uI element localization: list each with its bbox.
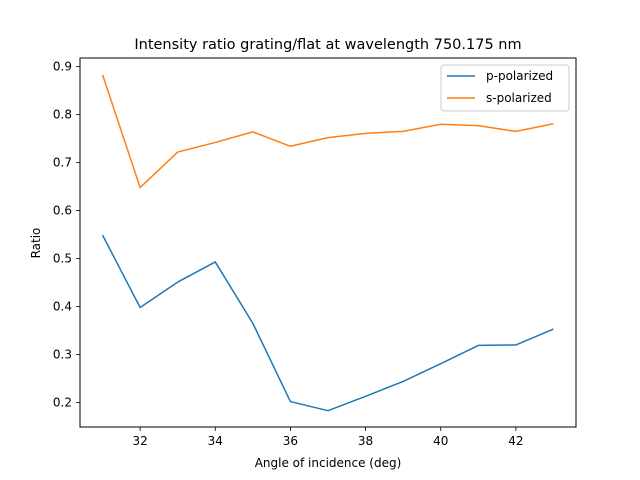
plot-area	[80, 58, 576, 427]
y-tick-label: 0.3	[53, 348, 72, 362]
y-tick-label: 0.2	[53, 396, 72, 410]
x-tick-label: 34	[208, 434, 223, 448]
x-tick-label: 40	[433, 434, 448, 448]
series-layer	[101, 74, 554, 412]
y-tick-label: 0.7	[53, 156, 72, 170]
y-axis-title: Ratio	[29, 228, 43, 259]
y-tick-label: 0.8	[53, 108, 72, 122]
x-tick-label: 42	[508, 434, 523, 448]
plot-frame	[79, 57, 577, 428]
chart-title: Intensity ratio grating/flat at waveleng…	[134, 37, 521, 53]
y-axis: 0.2 0.3 0.4 0.5 0.6 0.7 0.8 0.9	[53, 60, 80, 410]
series-line-s-polarized	[101, 74, 554, 189]
y-tick-label: 0.5	[53, 252, 72, 266]
x-tick-label: 32	[132, 434, 147, 448]
legend-label-p-polarized: p-polarized	[486, 69, 553, 83]
x-tick-label: 38	[358, 434, 373, 448]
series-line-p-polarized	[101, 234, 554, 412]
x-axis: 32 34 36 38 40 42	[132, 427, 524, 448]
y-tick-label: 0.9	[53, 60, 72, 74]
x-axis-title: Angle of incidence (deg)	[255, 456, 402, 470]
y-tick-label: 0.4	[53, 300, 72, 314]
legend-label-s-polarized: s-polarized	[486, 91, 552, 105]
legend: p-polarized s-polarized	[440, 64, 570, 112]
x-tick-label: 36	[283, 434, 298, 448]
y-tick-label: 0.6	[53, 204, 72, 218]
